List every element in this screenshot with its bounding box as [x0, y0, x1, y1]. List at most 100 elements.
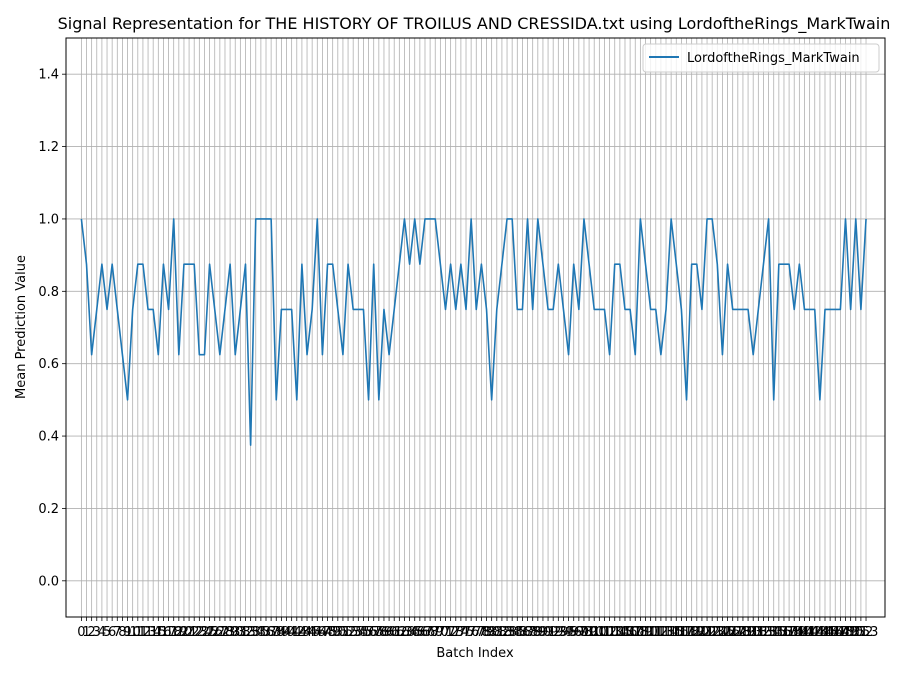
x-tick-label: 109	[628, 625, 653, 640]
x-tick-label: 132	[746, 625, 771, 640]
x-tick-label: 142	[797, 625, 822, 640]
y-tick-label: 0.4	[38, 430, 59, 445]
x-tick-label: 98	[576, 625, 593, 640]
x-tick-label: 12	[135, 625, 152, 640]
x-tick-label: 128	[725, 625, 750, 640]
x-tick-label: 112	[643, 625, 668, 640]
x-tick-label: 118	[674, 625, 699, 640]
x-tick-label: 151	[843, 625, 868, 640]
x-tick-label: 51	[335, 625, 352, 640]
x-tick-label: 7	[113, 625, 121, 640]
x-tick-label: 0	[77, 625, 85, 640]
x-tick-label: 53	[345, 625, 362, 640]
x-tick-label: 65	[406, 625, 423, 640]
x-tick-label: 2	[88, 625, 96, 640]
x-tick-label: 91	[540, 625, 557, 640]
y-tick-label: 1.4	[38, 68, 59, 83]
x-tick-label: 49	[324, 625, 341, 640]
x-tick-label: 43	[294, 625, 311, 640]
x-tick-label: 145	[813, 625, 838, 640]
x-tick-label: 15	[150, 625, 167, 640]
x-tick-label: 74	[453, 625, 470, 640]
x-tick-label: 52	[340, 625, 357, 640]
x-tick-label: 46	[309, 625, 326, 640]
x-tick-label: 119	[679, 625, 704, 640]
x-tick-label: 61	[386, 625, 403, 640]
x-tick-label: 83	[499, 625, 516, 640]
x-tick-label: 141	[792, 625, 817, 640]
x-tick-label: 9	[123, 625, 131, 640]
x-tick-label: 5	[103, 625, 111, 640]
y-axis-ticks: 0.0 0.2 0.4 0.6 0.8 1.0 1.2 1.4	[38, 68, 66, 589]
x-tick-label: 135	[761, 625, 786, 640]
x-tick-label: 133	[751, 625, 776, 640]
x-tick-label: 108	[623, 625, 648, 640]
x-tick-label: 29	[222, 625, 239, 640]
y-axis-label: Mean Prediction Value	[14, 255, 29, 399]
x-tick-label: 107	[618, 625, 643, 640]
x-tick-label: 37	[263, 625, 280, 640]
x-tick-label: 71	[437, 625, 454, 640]
x-tick-label: 70	[432, 625, 449, 640]
x-tick-label: 134	[756, 625, 781, 640]
x-tick-label: 137	[772, 625, 797, 640]
x-tick-label: 101	[587, 625, 612, 640]
x-tick-label: 149	[833, 625, 858, 640]
x-tick-label: 58	[371, 625, 388, 640]
x-tick-label: 115	[659, 625, 684, 640]
x-tick-label: 13	[140, 625, 157, 640]
x-tick-label: 24	[196, 625, 213, 640]
x-tick-label: 17	[160, 625, 177, 640]
x-tick-label: 93	[550, 625, 567, 640]
x-tick-label: 42	[289, 625, 306, 640]
x-tick-label: 96	[565, 625, 582, 640]
x-tick-label: 56	[360, 625, 377, 640]
series-line	[80, 218, 867, 446]
x-tick-label: 127	[720, 625, 745, 640]
x-tick-label: 68	[422, 625, 439, 640]
x-tick-label: 78	[473, 625, 490, 640]
x-tick-label: 110	[633, 625, 658, 640]
x-tick-label: 8	[118, 625, 126, 640]
y-tick-label: 0.0	[38, 574, 59, 589]
x-tick-label: 87	[519, 625, 536, 640]
x-tick-label: 54	[350, 625, 367, 640]
x-tick-label: 60	[381, 625, 398, 640]
x-tick-label: 111	[638, 625, 663, 640]
x-tick-label: 64	[401, 625, 418, 640]
y-tick-label: 1.2	[38, 140, 59, 155]
x-tick-label: 121	[690, 625, 715, 640]
x-tick-label: 81	[489, 625, 506, 640]
x-tick-label: 130	[736, 625, 761, 640]
x-tick-label: 103	[597, 625, 622, 640]
x-tick-label: 88	[524, 625, 541, 640]
x-tick-label: 89	[530, 625, 547, 640]
x-tick-label: 30	[227, 625, 244, 640]
x-tick-label: 140	[787, 625, 812, 640]
x-tick-label: 147	[823, 625, 848, 640]
x-tick-label: 39	[273, 625, 290, 640]
y-tick-label: 0.8	[38, 285, 59, 300]
y-tick-label: 0.6	[38, 357, 59, 372]
x-tick-label: 79	[478, 625, 495, 640]
x-tick-label: 84	[504, 625, 521, 640]
x-tick-label: 150	[838, 625, 863, 640]
x-tick-label: 57	[365, 625, 382, 640]
x-tick-label: 6	[108, 625, 116, 640]
x-tick-label: 116	[664, 625, 689, 640]
legend-entry: LordoftheRings_MarkTwain	[687, 51, 860, 66]
x-tick-label: 153	[854, 625, 879, 640]
x-tick-label: 19	[171, 625, 188, 640]
x-tick-label: 117	[669, 625, 694, 640]
x-tick-label: 69	[427, 625, 444, 640]
x-tick-label: 99	[581, 625, 598, 640]
x-tick-label: 11	[130, 625, 147, 640]
series-layer	[80, 218, 867, 446]
x-tick-label: 104	[602, 625, 627, 640]
x-tick-label: 59	[376, 625, 393, 640]
y-tick-label: 0.2	[38, 502, 59, 517]
x-tick-label: 16	[155, 625, 172, 640]
x-tick-label: 26	[206, 625, 223, 640]
x-tick-label: 126	[715, 625, 740, 640]
